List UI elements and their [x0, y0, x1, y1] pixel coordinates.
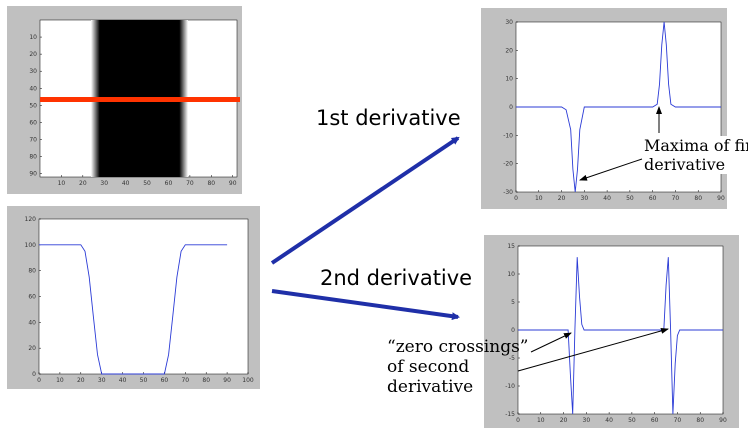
y-tick-label: -5 — [509, 355, 515, 362]
x-tick-label: 30 — [583, 417, 591, 424]
x-tick-label: 70 — [186, 180, 194, 187]
second-derivative-panel: 0 10 20 30 40 50 60 70 80 90 15 10 5 0 -5 -10 -15 — [484, 235, 739, 428]
y-tick-label: 0 — [509, 104, 513, 111]
x-tick-label: 40 — [119, 377, 127, 384]
x-tick-label: 50 — [628, 417, 636, 424]
arrow-to-first-derivative — [270, 136, 460, 265]
y-tick-label: 40 — [29, 85, 37, 92]
x-tick-label: 80 — [207, 180, 215, 187]
y-tick-label: 90 — [29, 171, 37, 178]
y-tick-label: 40 — [28, 319, 36, 326]
first-derivative-panel: 0 10 20 30 40 50 60 70 80 90 30 20 10 0 -10 -20 -30 — [481, 8, 727, 209]
plot-area — [38, 218, 249, 375]
x-tick-label: 90 — [223, 377, 231, 384]
maxima-line-2: derivative — [644, 155, 726, 174]
x-tick-label: 80 — [694, 195, 702, 202]
y-tick-label: 30 — [29, 68, 37, 75]
x-tick-label: 80 — [202, 377, 210, 384]
x-tick-label: 60 — [165, 180, 173, 187]
x-tick-label: 10 — [537, 417, 545, 424]
x-tick-label: 100 — [242, 377, 254, 384]
x-tick-label: 80 — [696, 417, 704, 424]
x-tick-label: 60 — [649, 195, 657, 202]
x-tick-label: 20 — [79, 180, 87, 187]
x-tick-label: 90 — [719, 417, 727, 424]
y-tick-label: 30 — [505, 19, 513, 26]
maxima-line-1: Maxima of firs — [644, 136, 748, 155]
scanline-marker — [40, 97, 240, 102]
y-tick-label: 0 — [32, 371, 36, 378]
y-tick-label: 100 — [25, 242, 37, 249]
x-tick-label: 60 — [651, 417, 659, 424]
x-tick-label: 0 — [514, 195, 518, 202]
x-tick-label: 40 — [605, 417, 613, 424]
y-tick-label: 15 — [507, 243, 515, 250]
y-tick-label: 0 — [511, 327, 515, 334]
x-tick-label: 30 — [100, 180, 108, 187]
zero-line-1: “zero crossings” — [387, 337, 529, 357]
y-tick-label: 120 — [25, 216, 37, 223]
y-tick-label: -30 — [503, 189, 513, 196]
first-derivative-label: 1st derivative — [316, 106, 461, 130]
y-tick-label: 20 — [29, 51, 37, 58]
x-tick-label: 10 — [56, 377, 64, 384]
profile-plot: 0 10 20 30 40 50 60 70 80 90 100 120 100 80 60 40 20 0 — [25, 216, 254, 384]
y-tick-label: 60 — [29, 119, 37, 126]
x-tick-label: 70 — [181, 377, 189, 384]
x-tick-label: 10 — [535, 195, 543, 202]
x-tick-label: 50 — [626, 195, 634, 202]
x-tick-label: 30 — [581, 195, 589, 202]
zero-crossings-annotation: “zero crossings” of second derivative — [387, 337, 529, 397]
zero-line-2: of second — [387, 357, 470, 377]
y-tick-label: 20 — [505, 47, 513, 54]
first-derivative-plot: 0 10 20 30 40 50 60 70 80 90 30 20 10 0 -10 -20 -30 — [503, 19, 725, 202]
arrow-to-second-derivative — [271, 289, 460, 321]
y-tick-label: 80 — [28, 268, 36, 275]
y-tick-label: -15 — [505, 411, 515, 418]
x-tick-label: 20 — [77, 377, 85, 384]
series-line — [516, 21, 721, 193]
x-tick-label: 70 — [672, 195, 680, 202]
x-tick-label: 50 — [143, 180, 151, 187]
x-tick-label: 0 — [516, 417, 520, 424]
y-tick-label: -10 — [503, 132, 513, 139]
y-tick-label: 5 — [511, 299, 515, 306]
y-tick-label: 10 — [505, 76, 513, 83]
y-tick-label: 10 — [29, 34, 37, 41]
image-panel: 10 20 30 40 50 60 70 80 90 10 20 30 40 50 60 70 80 90 — [7, 6, 242, 194]
y-tick-label: 80 — [29, 154, 37, 161]
maxima-annotation: Maxima of firs derivative — [644, 136, 748, 174]
y-tick-label: -20 — [503, 161, 513, 168]
x-tick-label: 50 — [140, 377, 148, 384]
x-tick-label: 0 — [37, 377, 41, 384]
x-tick-label: 90 — [229, 180, 237, 187]
x-tick-label: 40 — [122, 180, 130, 187]
y-tick-label: 60 — [28, 294, 36, 301]
x-tick-label: 30 — [98, 377, 106, 384]
x-tick-label: 60 — [161, 377, 169, 384]
image-plot: 10 20 30 40 50 60 70 80 90 10 20 30 40 50 60 70 80 90 — [29, 19, 240, 187]
y-tick-label: 20 — [28, 345, 36, 352]
x-tick-label: 20 — [558, 195, 566, 202]
y-tick-label: 70 — [29, 136, 37, 143]
x-tick-label: 70 — [674, 417, 682, 424]
y-tick-label: -10 — [505, 383, 515, 390]
y-tick-label: 50 — [29, 102, 37, 109]
zero-line-3: derivative — [387, 377, 474, 397]
x-tick-label: 90 — [717, 195, 725, 202]
x-tick-label: 10 — [58, 180, 66, 187]
x-tick-label: 40 — [603, 195, 611, 202]
x-tick-label: 20 — [560, 417, 568, 424]
second-derivative-label: 2nd derivative — [320, 266, 473, 290]
profile-panel: 0 10 20 30 40 50 60 70 80 90 100 120 100 80 60 40 20 0 — [7, 206, 260, 389]
series-line — [39, 244, 228, 375]
y-tick-label: 10 — [507, 271, 515, 278]
